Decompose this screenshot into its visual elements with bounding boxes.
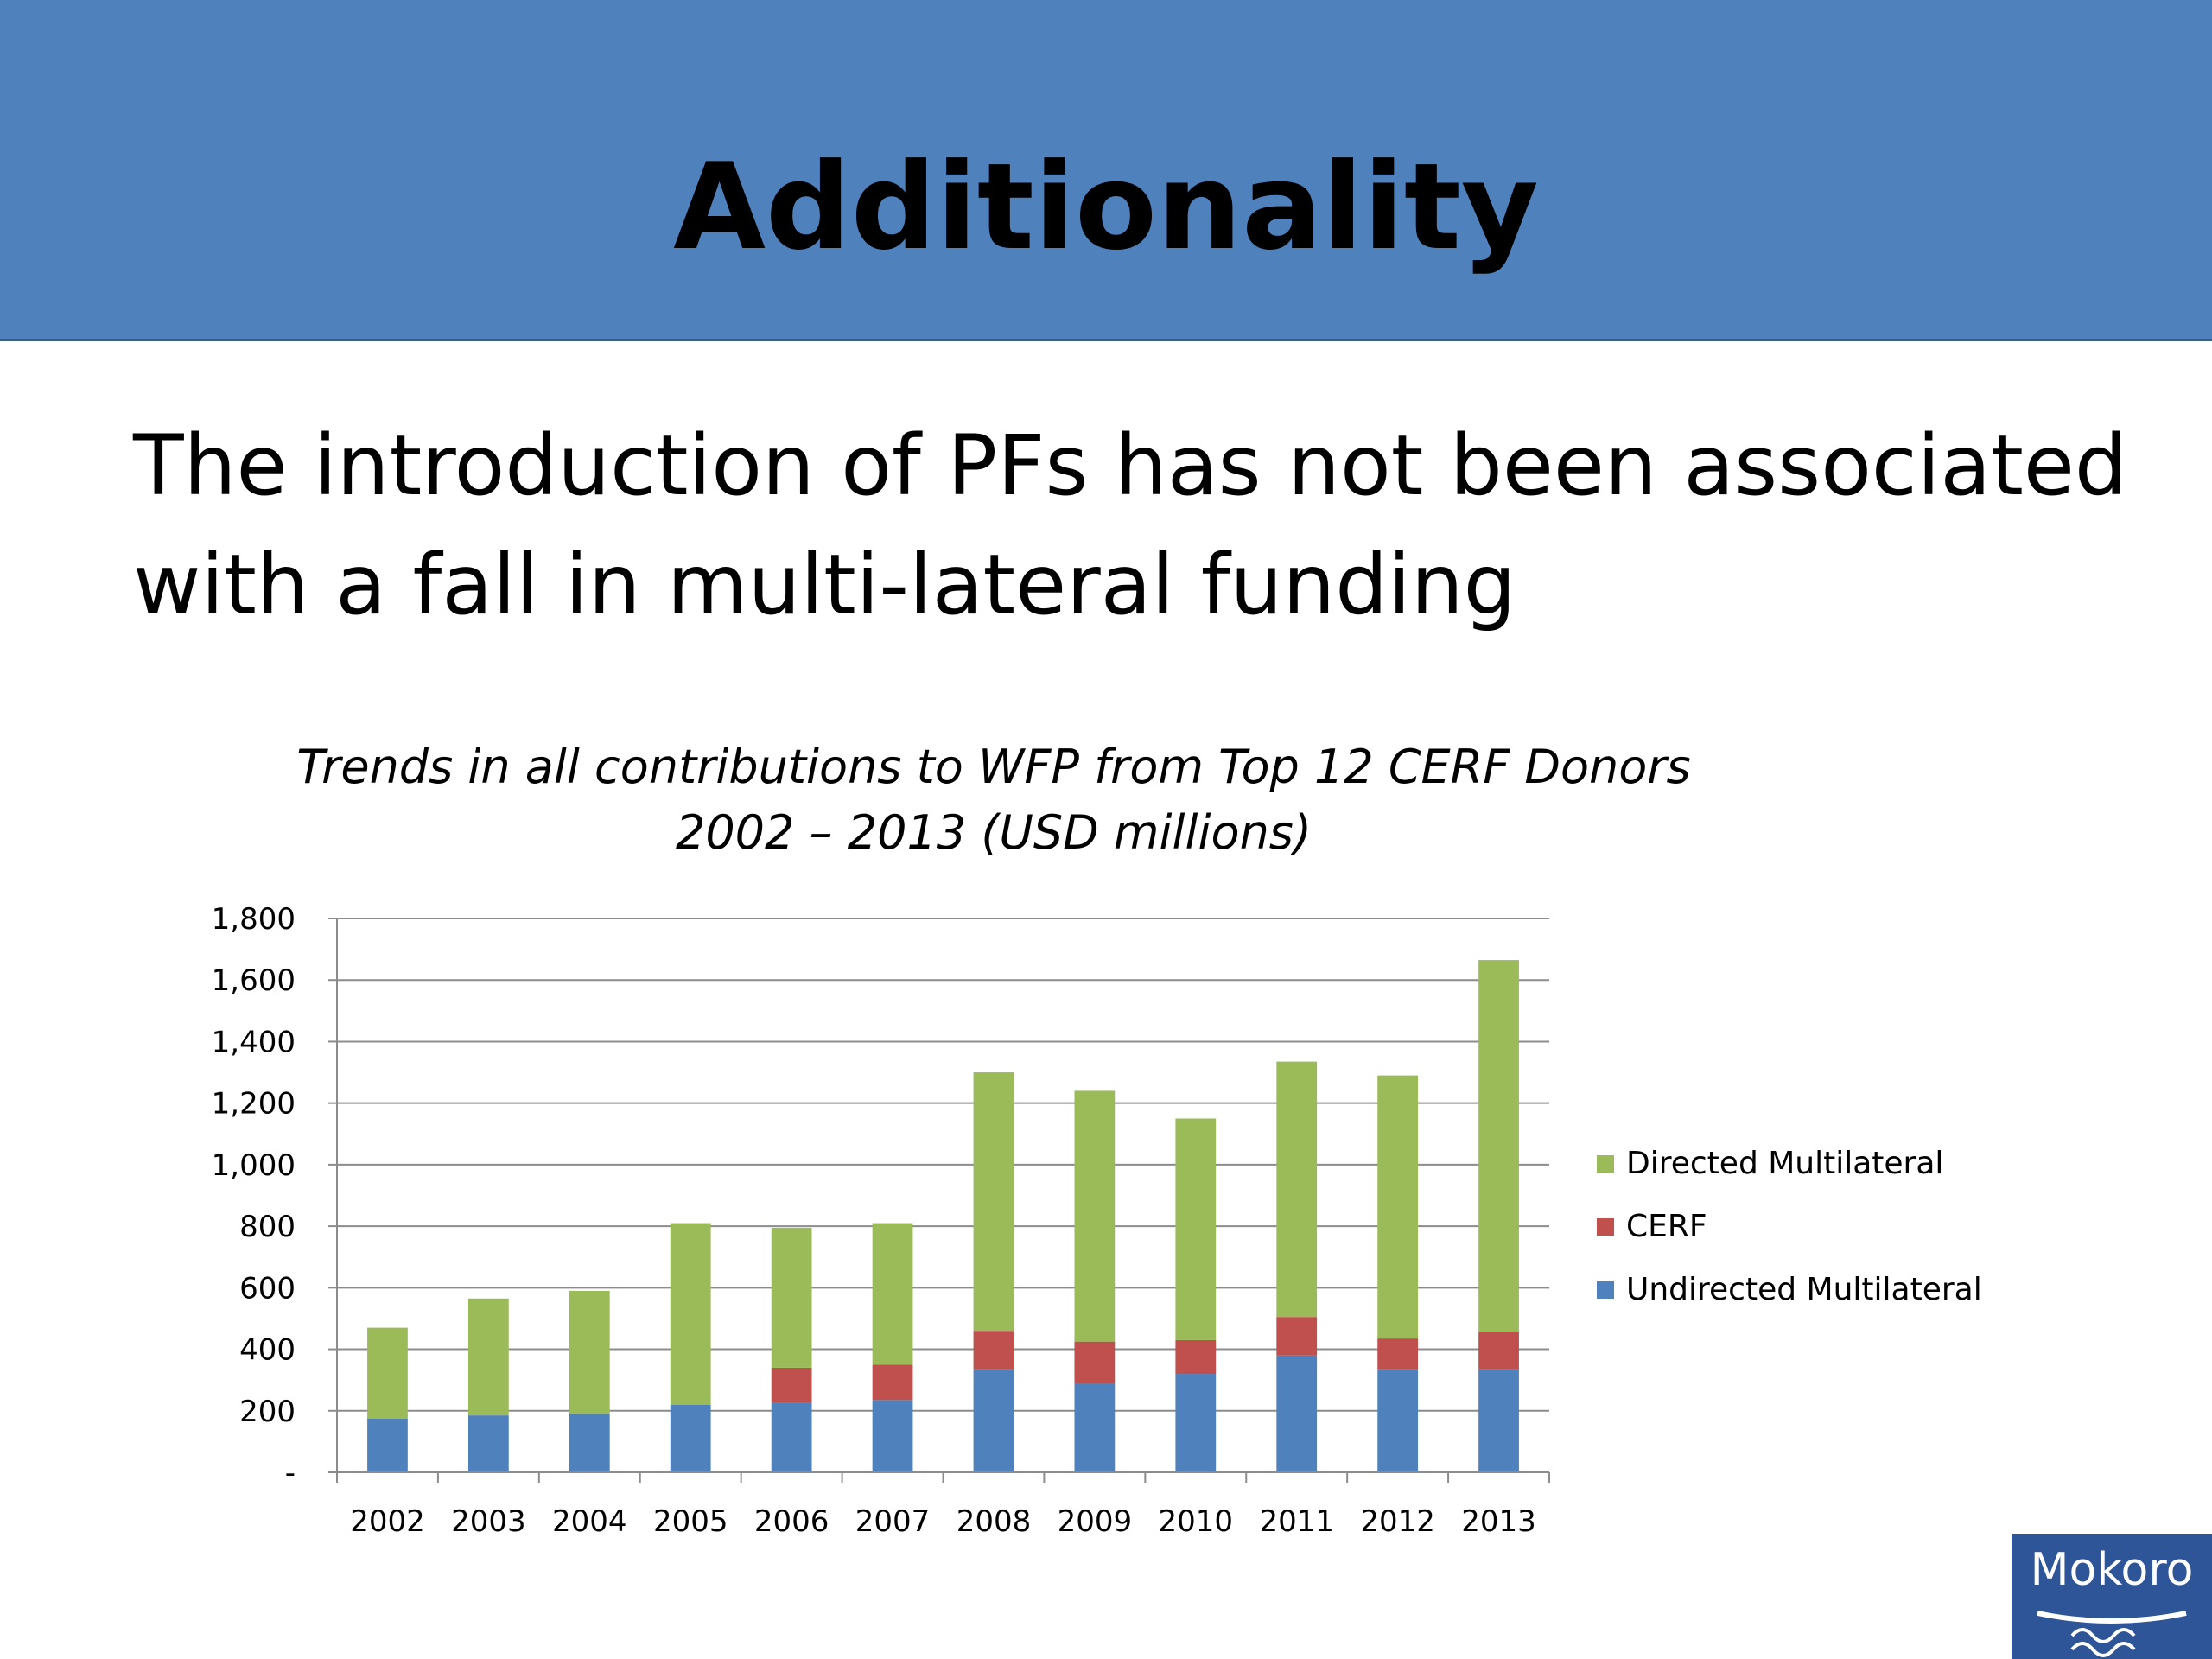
body-line-2: with a fall in multi-lateral funding (133, 537, 1516, 633)
logo-wave-icon (2037, 1611, 2187, 1657)
legend-swatch (1597, 1281, 1614, 1299)
legend-label: Undirected Multilateral (1626, 1272, 1982, 1307)
x-tick-label: 2005 (653, 1504, 728, 1539)
x-tick-label: 2013 (1461, 1504, 1536, 1539)
y-tick-label: 1,800 (212, 902, 296, 937)
chart-title-line-2: 2002 – 2013 (USD millions) (675, 805, 1313, 860)
x-tick-label: 2009 (1058, 1504, 1133, 1539)
bar-directed-multilateral-2010 (1175, 1118, 1217, 1340)
bar-cerf-2006 (771, 1367, 812, 1403)
y-tick-label: 200 (239, 1395, 296, 1429)
y-tick-label: 1,600 (212, 963, 296, 998)
y-tick-label: 1,000 (212, 1148, 296, 1183)
axes (328, 918, 1550, 1483)
bar-cerf-2008 (973, 1331, 1014, 1370)
bar-directed-multilateral-2012 (1377, 1075, 1419, 1339)
x-tick-label: 2012 (1360, 1504, 1435, 1539)
bar-undirected-multilateral-2008 (973, 1369, 1014, 1472)
bar-undirected-multilateral-2006 (771, 1402, 812, 1472)
logo-text: Mokoro (2030, 1544, 2194, 1596)
x-tick-label: 2002 (350, 1504, 425, 1539)
bar-undirected-multilateral-2013 (1478, 1369, 1519, 1472)
bar-cerf-2012 (1377, 1338, 1419, 1370)
x-axis-ticks: 2002 2003 2004 2005 2006 2007 2008 2009 2010 2011… (350, 1504, 1536, 1539)
x-tick-label: 2004 (552, 1504, 627, 1539)
bars (367, 960, 1519, 1472)
bar-undirected-multilateral-2003 (467, 1415, 509, 1472)
bar-directed-multilateral-2009 (1074, 1090, 1116, 1342)
bar-directed-multilateral-2003 (467, 1298, 509, 1416)
x-tick-label: 2011 (1259, 1504, 1334, 1539)
gridlines (337, 918, 1549, 1412)
bar-cerf-2009 (1074, 1341, 1116, 1383)
body-line-1: The introduction of PFs has not been ass… (133, 417, 2127, 514)
bar-undirected-multilateral-2011 (1276, 1355, 1318, 1472)
x-tick-label: 2007 (855, 1504, 931, 1539)
legend-item: Undirected Multilateral (1597, 1258, 2081, 1321)
bar-directed-multilateral-2008 (973, 1072, 1014, 1332)
y-tick-label: 800 (239, 1210, 296, 1244)
bar-cerf-2010 (1175, 1339, 1217, 1375)
bar-undirected-multilateral-2012 (1377, 1369, 1419, 1472)
y-tick-label: - (285, 1456, 296, 1491)
title-band (0, 0, 2212, 341)
chart-legend: Directed Multilateral CERF Undirected Mult… (1597, 1132, 2081, 1321)
y-axis-ticks: - 200 400 600 800 1,000 1,200 1,400 1,600 1,800 (212, 902, 296, 1491)
x-tick-label: 2010 (1159, 1504, 1234, 1539)
y-tick-label: 1,400 (212, 1025, 296, 1059)
bar-directed-multilateral-2007 (872, 1223, 913, 1365)
chart-title-line-1: Trends in all contributions to WFP from … (296, 740, 1691, 794)
legend-item: CERF (1597, 1195, 2081, 1258)
bar-directed-multilateral-2002 (367, 1327, 408, 1419)
bar-directed-multilateral-2011 (1276, 1061, 1318, 1318)
y-tick-label: 400 (239, 1333, 296, 1368)
y-tick-label: 600 (239, 1271, 296, 1306)
legend-label: Directed Multilateral (1626, 1146, 1944, 1181)
legend-swatch (1597, 1217, 1614, 1236)
x-tick-label: 2008 (957, 1504, 1032, 1539)
slide-title: Additionality (673, 137, 1539, 276)
bar-directed-multilateral-2006 (771, 1227, 812, 1368)
bar-cerf-2007 (872, 1364, 913, 1401)
x-tick-label: 2003 (451, 1504, 526, 1539)
x-tick-label: 2006 (754, 1504, 830, 1539)
bar-undirected-multilateral-2010 (1175, 1374, 1217, 1472)
y-tick-label: 1,200 (212, 1087, 296, 1122)
bar-directed-multilateral-2013 (1478, 960, 1519, 1332)
bar-directed-multilateral-2005 (670, 1223, 711, 1405)
legend-label: CERF (1626, 1209, 1707, 1244)
bar-undirected-multilateral-2002 (367, 1418, 408, 1472)
bar-cerf-2011 (1276, 1317, 1318, 1356)
bar-cerf-2013 (1478, 1332, 1519, 1370)
mokoro-logo: Mokoro (2012, 1534, 2212, 1659)
bar-undirected-multilateral-2007 (872, 1400, 913, 1472)
bar-undirected-multilateral-2005 (670, 1404, 711, 1472)
legend-item: Directed Multilateral (1597, 1132, 2081, 1195)
bar-directed-multilateral-2004 (569, 1290, 610, 1414)
slide-body: The introduction of PFs has not been ass… (133, 406, 2127, 645)
legend-swatch (1597, 1154, 1614, 1173)
bar-undirected-multilateral-2009 (1074, 1382, 1116, 1472)
bar-undirected-multilateral-2004 (569, 1414, 610, 1472)
chart-title: Trends in all contributions to WFP from … (251, 734, 1737, 866)
